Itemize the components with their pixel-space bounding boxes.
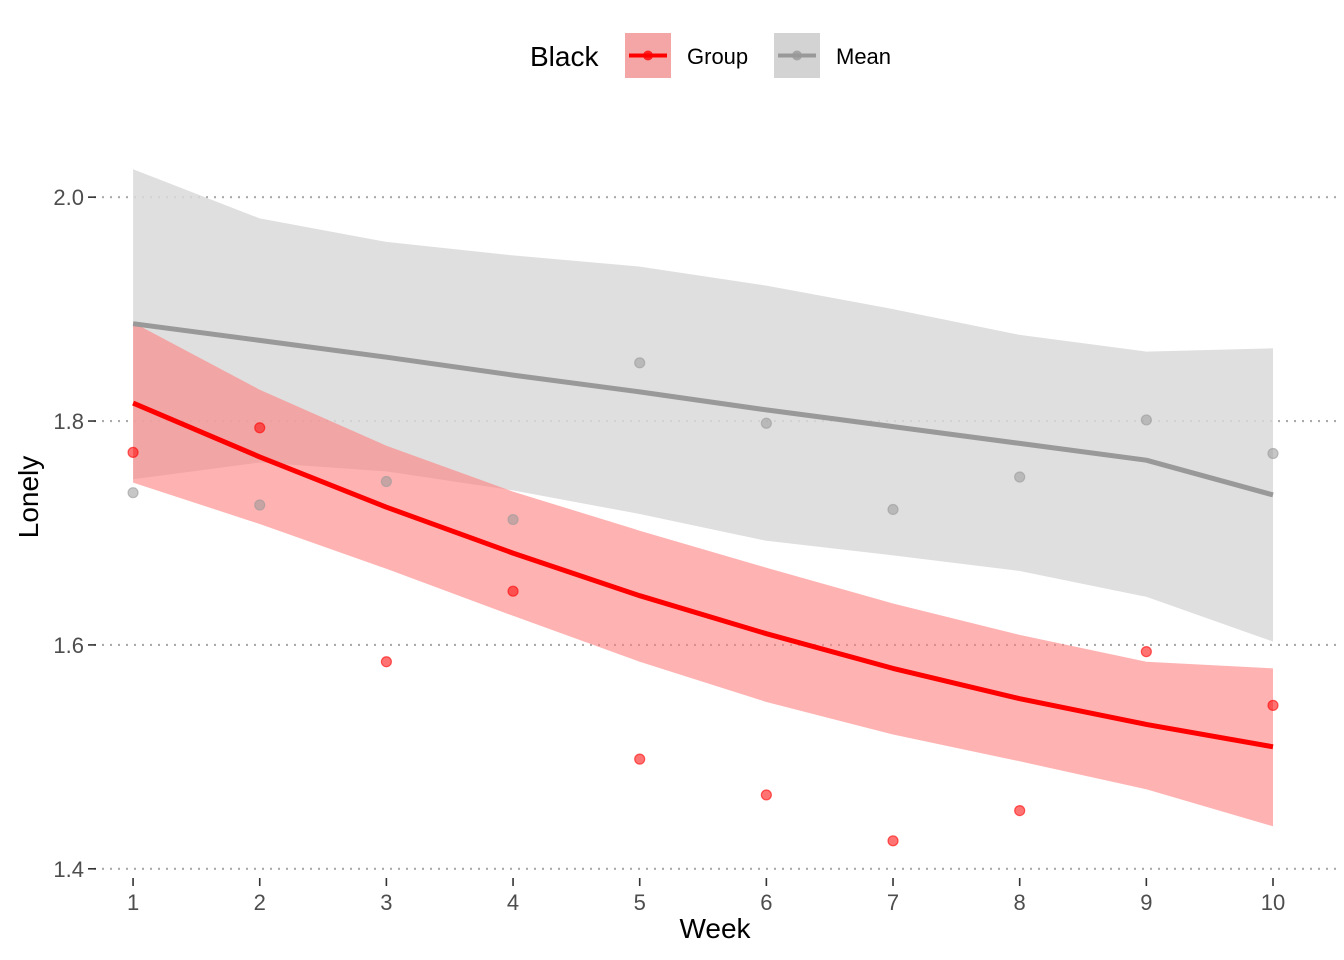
point-layer [127, 357, 1279, 847]
group-point [760, 789, 772, 801]
band-layer [133, 169, 1274, 827]
mean-point [127, 487, 139, 499]
group-point [1014, 804, 1026, 817]
group-point [1267, 699, 1279, 711]
legend-entry-group: Group [625, 33, 748, 78]
mean-point [1014, 471, 1026, 483]
axis-layer: 1.4 1.6 1.8 2.0 1 2 3 4 5 6 7 8 9 10 [53, 185, 1285, 915]
mean-point [887, 503, 899, 516]
group-fit-line [132, 400, 1274, 750]
mean-point [507, 513, 519, 526]
legend-point-mean [792, 50, 802, 61]
y-axis-title: Lonely [13, 456, 44, 539]
x-tick-label: 2 [254, 890, 266, 915]
group-point [254, 422, 266, 434]
mean-point [1267, 447, 1279, 460]
legend-label-group: Group [687, 44, 748, 69]
group-point [127, 446, 139, 458]
x-tick-label: 4 [507, 890, 519, 915]
x-tick-label: 3 [380, 890, 392, 915]
x-tick-label: 5 [634, 890, 646, 915]
mean-point [254, 499, 266, 511]
y-tick-label: 2.0 [53, 185, 84, 210]
x-tick-label: 7 [887, 890, 899, 915]
legend-entries: Group Mean [625, 33, 891, 78]
x-tick-label: 8 [1014, 890, 1026, 915]
x-tick-label: 6 [760, 890, 772, 915]
group-point [380, 656, 392, 668]
mean-confidence-band [133, 169, 1274, 642]
x-tick-label: 1 [127, 890, 139, 915]
group-point [887, 835, 899, 847]
group-point [1140, 646, 1152, 658]
y-tick-label: 1.8 [53, 409, 84, 434]
mean-fit-line [132, 321, 1274, 498]
mean-point [1140, 414, 1152, 426]
line-layer [132, 321, 1274, 750]
mean-point [380, 475, 392, 488]
group-confidence-band [133, 322, 1274, 827]
group-point [507, 585, 519, 597]
legend-title: Black [530, 41, 599, 72]
x-tick-label: 10 [1261, 890, 1285, 915]
mean-point [634, 357, 646, 369]
x-axis-title: Week [679, 913, 751, 944]
mean-point [760, 417, 772, 429]
x-tick-label: 9 [1140, 890, 1152, 915]
y-tick-label: 1.6 [53, 633, 84, 658]
legend: Black Group Mean [530, 33, 891, 78]
legend-label-mean: Mean [836, 44, 891, 69]
group-point [634, 753, 646, 765]
y-tick-label: 1.4 [53, 857, 84, 882]
legend-entry-mean: Mean [774, 33, 891, 78]
legend-point-group [643, 50, 653, 61]
